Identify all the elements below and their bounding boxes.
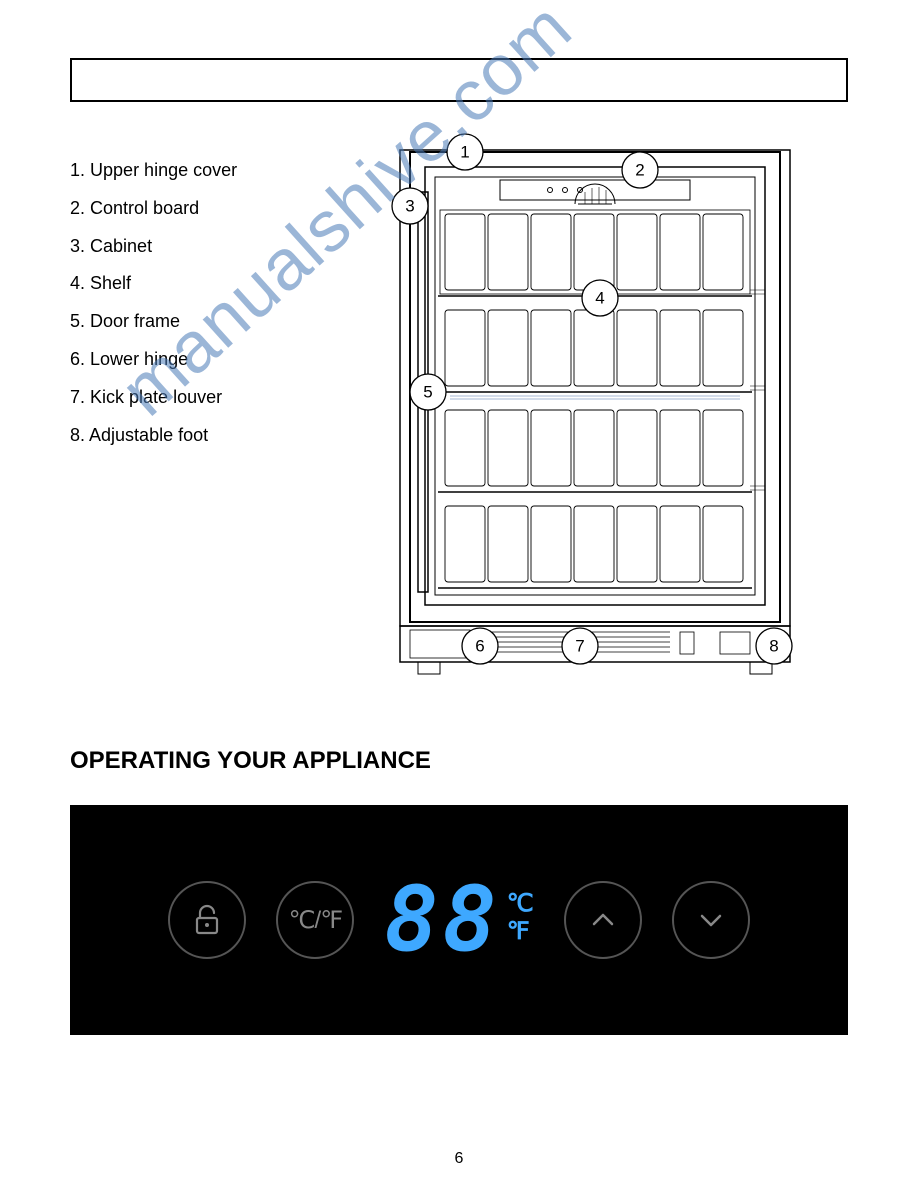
unlock-icon: [189, 902, 225, 938]
unit-fahrenheit: ℉: [507, 919, 534, 943]
part-item: 7. Kick plate louver: [70, 379, 340, 417]
svg-text:1: 1: [460, 143, 469, 162]
control-panel: ℃/℉ 88 ℃ ℉: [70, 805, 848, 1035]
part-item: 3. Cabinet: [70, 228, 340, 266]
page-number: 6: [0, 1150, 918, 1168]
operating-heading: OPERATING YOUR APPLIANCE: [70, 747, 848, 775]
svg-text:2: 2: [635, 161, 644, 180]
temp-up-button[interactable]: [564, 881, 642, 959]
temp-value: 88: [384, 875, 500, 965]
part-item: 1. Upper hinge cover: [70, 152, 340, 190]
svg-text:6: 6: [475, 637, 484, 656]
svg-text:7: 7: [575, 637, 584, 656]
svg-text:3: 3: [405, 197, 414, 216]
part-item: 2. Control board: [70, 190, 340, 228]
part-item: 5. Door frame: [70, 303, 340, 341]
part-item: 8. Adjustable foot: [70, 417, 340, 455]
temperature-display: 88 ℃ ℉: [384, 875, 533, 965]
celsius-fahrenheit-button[interactable]: ℃/℉: [276, 881, 354, 959]
part-item: 6. Lower hinge: [70, 341, 340, 379]
chevron-up-icon: [588, 905, 618, 935]
cf-label: ℃/℉: [289, 906, 342, 935]
svg-text:5: 5: [423, 383, 432, 402]
appliance-diagram: 1 2 3 4 5 6 7 8: [380, 132, 848, 697]
temp-down-button[interactable]: [672, 881, 750, 959]
part-item: 4. Shelf: [70, 265, 340, 303]
unit-celsius: ℃: [507, 891, 534, 915]
section-title-box: [70, 58, 848, 102]
unlock-button[interactable]: [168, 881, 246, 959]
svg-text:8: 8: [769, 637, 778, 656]
parts-list: 1. Upper hinge cover 2. Control board 3.…: [70, 132, 340, 454]
svg-text:4: 4: [595, 289, 604, 308]
chevron-down-icon: [696, 905, 726, 935]
